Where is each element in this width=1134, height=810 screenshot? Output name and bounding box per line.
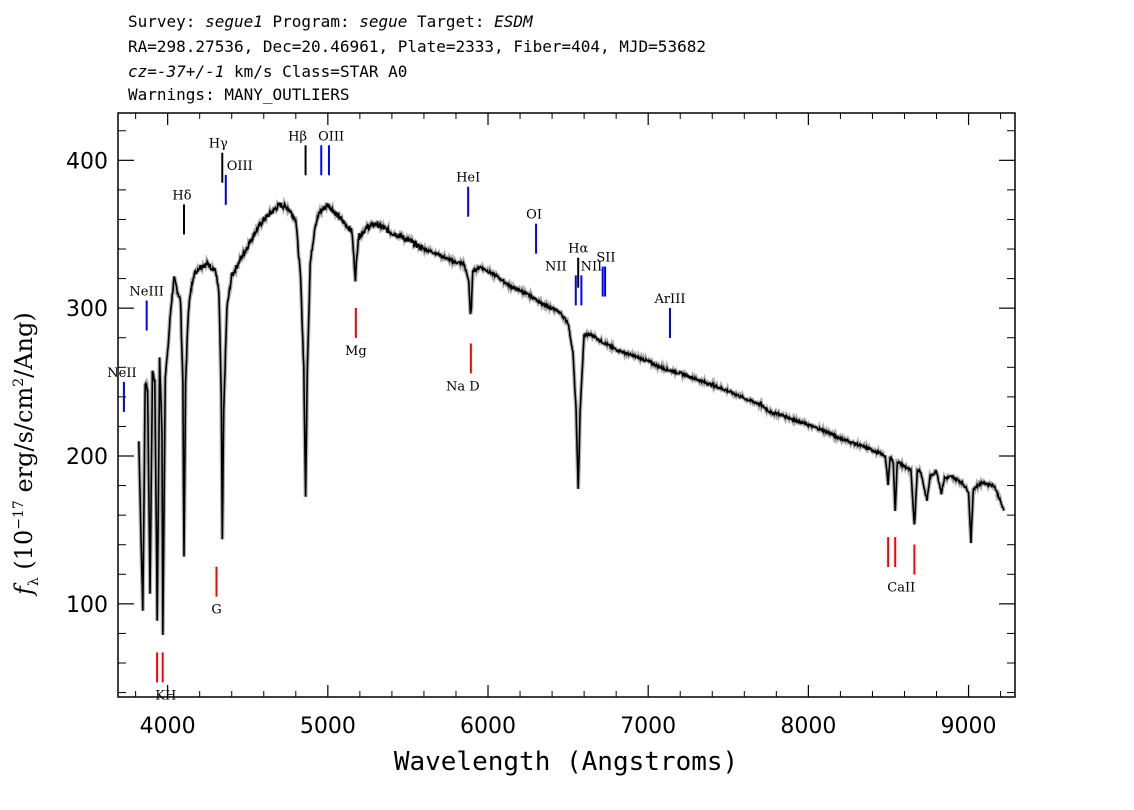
line-label-neii: NeII	[107, 366, 136, 381]
y-tick-label: 100	[66, 593, 108, 618]
x-tick-label: 4000	[140, 714, 196, 739]
header-line-3: cz=-37+/-1 km/s Class=STAR A0	[128, 62, 408, 81]
x-tick-label: 5000	[300, 714, 356, 739]
x-tick-label: 9000	[941, 714, 997, 739]
line-label-hei: HeI	[456, 171, 480, 186]
spectrum-line	[138, 200, 1005, 635]
y-tick-label: 200	[66, 445, 108, 470]
line-label-kh: KH	[155, 688, 176, 703]
line-label-oi: OI	[526, 208, 542, 223]
line-label-halpha: Hα	[568, 242, 588, 257]
line-label-sii: SII	[596, 251, 615, 266]
line-label-g: G	[211, 603, 221, 618]
header-line-4: Warnings: MANY_OUTLIERS	[128, 85, 350, 104]
x-tick-label: 7000	[620, 714, 676, 739]
line-label-mg: Mg	[345, 344, 367, 359]
line-label-hgamma: Hγ	[209, 137, 228, 152]
line-label-nad: Na D	[446, 379, 480, 394]
y-axis-title: fλ (10−17 erg/s/cm2/Ang)	[10, 312, 42, 595]
plot-frame	[117, 112, 1016, 698]
line-label-ariii: ArIII	[653, 292, 685, 307]
x-tick-label: 6000	[460, 714, 516, 739]
line-label-oiii_a: OIII	[227, 159, 253, 174]
x-axis-title: Wavelength (Angstroms)	[394, 747, 738, 777]
x-tick-label: 8000	[780, 714, 836, 739]
spectrum-error-band	[136, 196, 1006, 635]
line-label-caii: CaII	[887, 581, 915, 596]
y-tick-label: 400	[66, 149, 108, 174]
line-label-nii_b: NII	[581, 259, 603, 274]
header-line-1: Survey: segue1 Program: segue Target: ES…	[128, 12, 533, 31]
line-label-nii_a: NII	[545, 259, 567, 274]
header-line-2: RA=298.27536, Dec=20.46961, Plate=2333, …	[128, 37, 706, 56]
y-tick-label: 300	[66, 297, 108, 322]
line-label-hdelta: Hδ	[172, 188, 191, 203]
line-label-oiii_b: OIII	[318, 129, 344, 144]
line-label-neiii: NeIII	[129, 285, 163, 300]
line-label-hbeta: Hβ	[288, 129, 307, 144]
